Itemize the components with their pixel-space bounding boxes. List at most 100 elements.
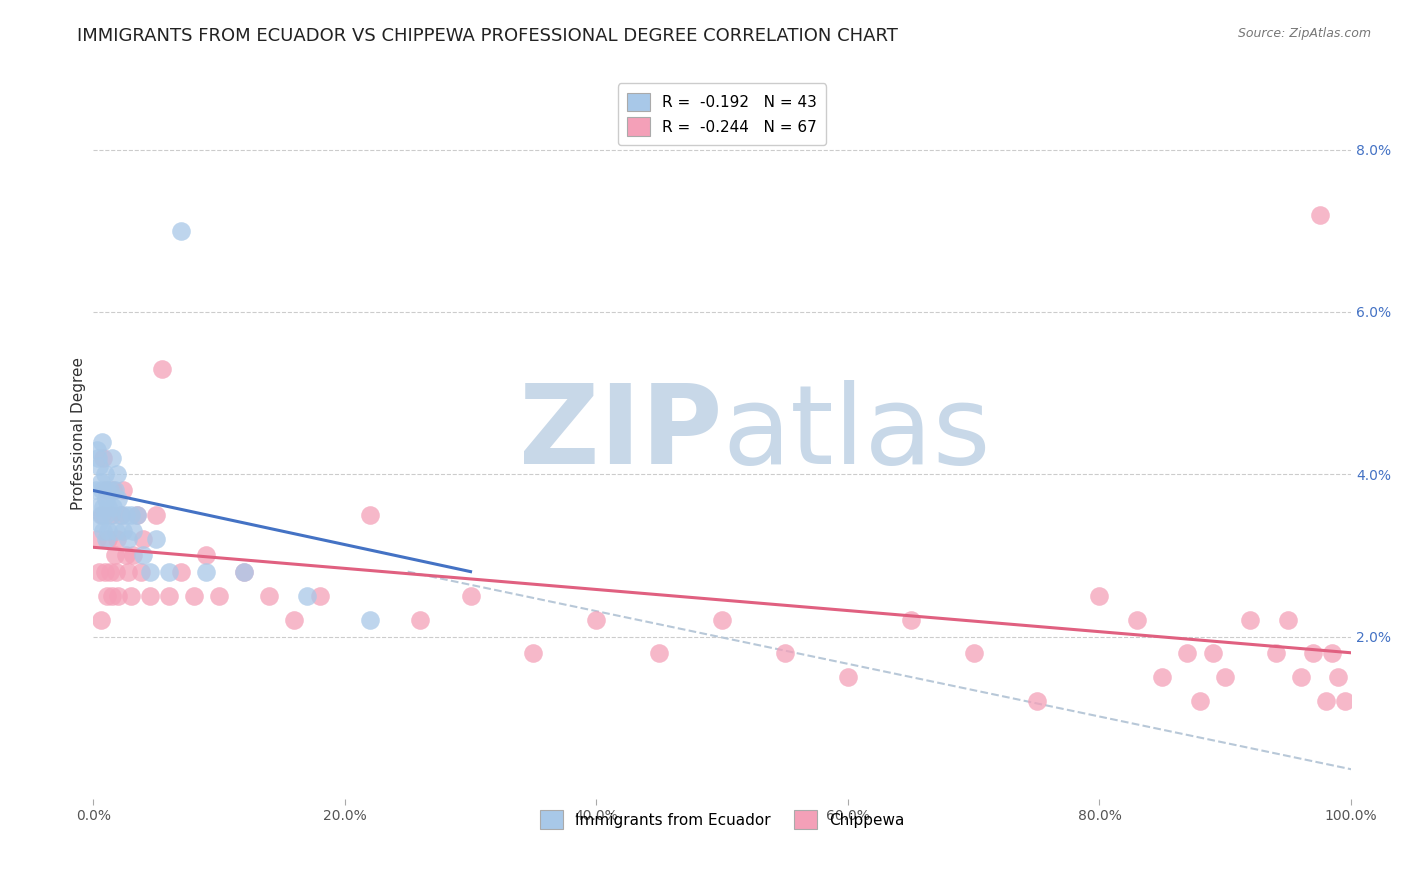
Point: [93, 467, 115, 482]
Point: [105, 532, 128, 546]
Point: [112, 524, 135, 538]
Point: [96, 483, 118, 498]
Point: [98, 483, 121, 498]
Point: [96, 589, 118, 603]
Point: [1320, 646, 1343, 660]
Point: [963, 646, 986, 660]
Point: [100, 508, 122, 522]
Point: [711, 613, 734, 627]
Point: [122, 524, 145, 538]
Point: [91, 450, 114, 465]
Point: [93, 565, 115, 579]
Point: [132, 549, 155, 563]
Point: [89, 565, 111, 579]
Text: IMMIGRANTS FROM ECUADOR VS CHIPPEWA PROFESSIONAL DEGREE CORRELATION CHART: IMMIGRANTS FROM ECUADOR VS CHIPPEWA PROF…: [77, 27, 898, 45]
Point: [1201, 646, 1223, 660]
Point: [91, 508, 114, 522]
Point: [129, 565, 152, 579]
Point: [115, 549, 138, 563]
Point: [86, 532, 108, 546]
Point: [1088, 589, 1111, 603]
Point: [94, 532, 117, 546]
Point: [208, 589, 231, 603]
Point: [1309, 208, 1331, 222]
Point: [1264, 646, 1286, 660]
Text: ZIP: ZIP: [519, 380, 723, 487]
Point: [90, 508, 112, 522]
Point: [120, 589, 142, 603]
Point: [1302, 646, 1324, 660]
Point: [91, 483, 114, 498]
Point: [837, 670, 859, 684]
Point: [308, 589, 330, 603]
Point: [115, 508, 138, 522]
Point: [110, 508, 132, 522]
Point: [105, 467, 128, 482]
Legend: Immigrants from Ecuador, Chippewa: Immigrants from Ecuador, Chippewa: [534, 805, 910, 835]
Point: [87, 450, 110, 465]
Point: [122, 549, 145, 563]
Point: [132, 532, 155, 546]
Point: [91, 524, 114, 538]
Point: [97, 524, 120, 538]
Point: [900, 613, 922, 627]
Point: [112, 483, 135, 498]
Point: [1277, 613, 1299, 627]
Point: [145, 532, 167, 546]
Point: [409, 613, 432, 627]
Point: [1152, 670, 1174, 684]
Point: [93, 508, 115, 522]
Point: [139, 589, 162, 603]
Point: [1025, 694, 1047, 708]
Point: [150, 361, 173, 376]
Point: [103, 500, 125, 514]
Point: [104, 565, 127, 579]
Point: [120, 508, 142, 522]
Point: [195, 565, 218, 579]
Point: [101, 589, 124, 603]
Point: [107, 491, 129, 506]
Text: atlas: atlas: [723, 380, 991, 487]
Point: [183, 589, 205, 603]
Point: [97, 532, 120, 546]
Point: [157, 589, 180, 603]
Point: [97, 500, 120, 514]
Point: [86, 500, 108, 514]
Point: [91, 434, 114, 449]
Text: Source: ZipAtlas.com: Source: ZipAtlas.com: [1237, 27, 1371, 40]
Point: [103, 483, 125, 498]
Point: [773, 646, 796, 660]
Point: [127, 508, 149, 522]
Point: [100, 508, 122, 522]
Point: [648, 646, 671, 660]
Point: [170, 224, 193, 238]
Point: [460, 589, 482, 603]
Point: [1239, 613, 1261, 627]
Point: [195, 549, 218, 563]
Point: [1315, 694, 1337, 708]
Y-axis label: Professional Degree: Professional Degree: [72, 357, 86, 510]
Point: [259, 589, 281, 603]
Point: [1333, 694, 1355, 708]
Point: [101, 450, 124, 465]
Point: [585, 613, 607, 627]
Point: [104, 524, 127, 538]
Point: [359, 508, 381, 522]
Point: [295, 589, 318, 603]
Point: [170, 565, 193, 579]
Point: [1213, 670, 1236, 684]
Point: [233, 565, 256, 579]
Point: [84, 483, 107, 498]
Point: [1177, 646, 1199, 660]
Point: [522, 646, 544, 660]
Point: [110, 508, 132, 522]
Point: [90, 613, 112, 627]
Point: [86, 442, 108, 457]
Point: [117, 565, 139, 579]
Point: [1189, 694, 1212, 708]
Point: [283, 613, 305, 627]
Point: [139, 565, 162, 579]
Point: [1126, 613, 1149, 627]
Point: [1327, 670, 1350, 684]
Point: [117, 532, 139, 546]
